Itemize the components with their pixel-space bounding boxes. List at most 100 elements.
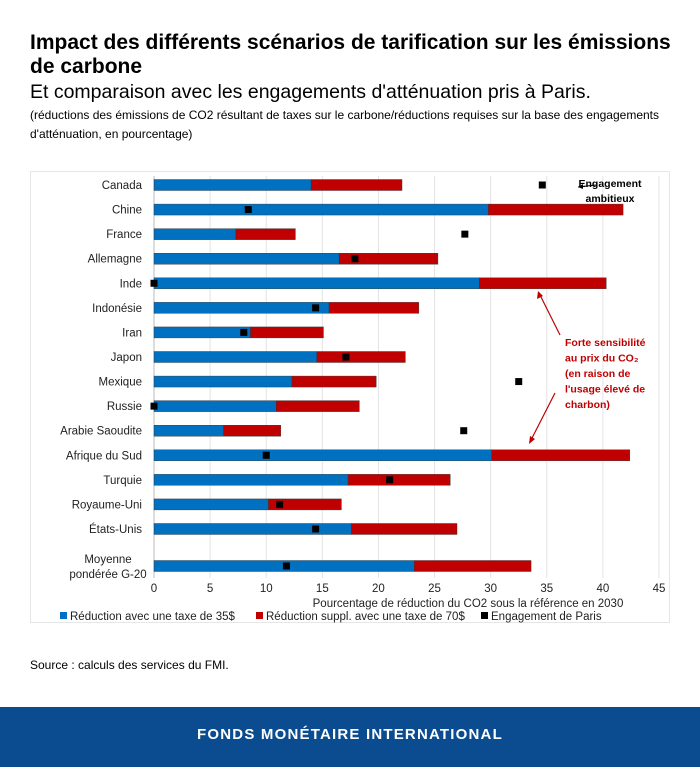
category-label: Afrique du Sud (66, 450, 142, 462)
bar-35 (153, 375, 293, 388)
category-label: France (106, 229, 142, 241)
source-note: Source : calculs des services du FMI. (30, 658, 229, 672)
annotation-arrow (539, 294, 561, 336)
arrow-head-icon (529, 436, 535, 444)
chart-subtitle: Et comparaison avec les engagements d'at… (30, 81, 591, 103)
bar-35 (153, 326, 251, 339)
bar-70 (328, 302, 420, 314)
annotation-text: charbon) (565, 399, 610, 411)
x-tick-label: 15 (316, 583, 329, 595)
paris-marker (262, 451, 270, 459)
paris-marker (282, 562, 290, 570)
paris-marker (150, 402, 158, 410)
bar-70 (347, 474, 451, 486)
category-label: Canada (102, 180, 143, 192)
x-tick-label: 10 (260, 583, 273, 595)
bar-70 (250, 326, 324, 339)
bar-70 (235, 228, 296, 240)
bar-70 (491, 449, 631, 461)
annotation-arrow (530, 392, 556, 441)
bar-70 (310, 179, 403, 191)
category-label: Japon (111, 352, 142, 364)
paris-marker (276, 500, 284, 508)
paris-marker (351, 255, 359, 263)
paris-marker (386, 476, 394, 484)
bar-35 (153, 449, 492, 461)
paris-marker (240, 328, 248, 336)
paris-marker (312, 304, 320, 312)
bar-35 (153, 203, 489, 216)
arrow-head-icon (578, 184, 583, 189)
bar-70 (276, 400, 360, 412)
category-label: Allemagne (88, 254, 142, 266)
category-label: Arabie Saoudite (60, 426, 142, 438)
bar-35 (153, 400, 277, 412)
bar-70 (338, 253, 439, 265)
paris-marker (538, 181, 546, 189)
category-label: Indonésie (92, 303, 142, 315)
legend-label: Réduction avec une taxe de 35$ (70, 611, 236, 623)
bar-35 (153, 253, 340, 265)
x-axis-label: Pourcentage de réduction du CO2 sous la … (313, 598, 624, 610)
bar-70 (414, 560, 532, 572)
category-label: Turquie (103, 475, 142, 487)
bar-70 (488, 203, 624, 216)
bar-70 (291, 375, 377, 388)
bar-70 (479, 277, 607, 289)
category-label: Mexique (99, 377, 142, 389)
paris-marker (342, 353, 350, 361)
x-tick-label: 25 (428, 583, 441, 595)
x-tick-label: 30 (484, 583, 497, 595)
bar-35 (153, 179, 312, 191)
bar-35 (153, 302, 330, 314)
legend-swatch (481, 612, 488, 619)
paris-marker (150, 279, 158, 287)
bar-70 (223, 425, 282, 437)
category-label: Chine (112, 205, 142, 217)
paris-marker (461, 230, 469, 238)
category-label: Iran (122, 327, 142, 339)
bar-70 (351, 523, 458, 535)
bar-35 (153, 474, 349, 486)
bar-35 (153, 277, 480, 289)
category-label: Royaume-Uni (72, 499, 142, 511)
annotation-text: Engagement (578, 178, 642, 190)
arrow-head-icon (537, 291, 543, 299)
category-label: pondérée G-20 (69, 569, 146, 581)
x-tick-label: 5 (207, 583, 213, 595)
x-tick-label: 35 (540, 583, 553, 595)
legend-label: Réduction suppl. avec une taxe de 70$ (266, 611, 465, 623)
paris-marker (244, 206, 252, 214)
annotation-text: ambitieux (585, 193, 634, 205)
category-label: Moyenne (84, 554, 131, 566)
bar-35 (153, 523, 352, 535)
bar-70 (316, 351, 406, 363)
bar-35 (153, 425, 224, 437)
x-tick-label: 20 (372, 583, 385, 595)
category-label: Inde (120, 278, 142, 290)
bar-70 (268, 498, 342, 511)
legend-swatch (60, 612, 67, 619)
bar-35 (153, 498, 269, 511)
chart-title: Impact des différents scénarios de tarif… (30, 31, 671, 78)
bar-35 (153, 228, 237, 240)
x-tick-label: 0 (151, 583, 157, 595)
chart-area (30, 171, 670, 623)
paris-marker (515, 378, 523, 386)
paris-marker (312, 525, 320, 533)
annotation-text: au prix du CO₂ (565, 353, 639, 365)
category-label: Russie (107, 401, 142, 413)
footer-banner: FONDS MONÉTAIRE INTERNATIONAL (0, 707, 700, 767)
annotation-text: l'usage élevé de (565, 384, 645, 396)
annotation-text: (en raison de (565, 368, 631, 380)
legend-label: Engagement de Paris (491, 611, 602, 623)
x-tick-label: 45 (653, 583, 666, 595)
category-label: États-Unis (89, 523, 142, 536)
chart-note: (réductions des émissions de CO2 résulta… (30, 108, 660, 141)
legend-swatch (256, 612, 263, 619)
paris-marker (460, 427, 468, 435)
annotation-text: Forte sensibilité (565, 337, 646, 349)
bar-35 (153, 351, 317, 363)
x-tick-label: 40 (596, 583, 609, 595)
